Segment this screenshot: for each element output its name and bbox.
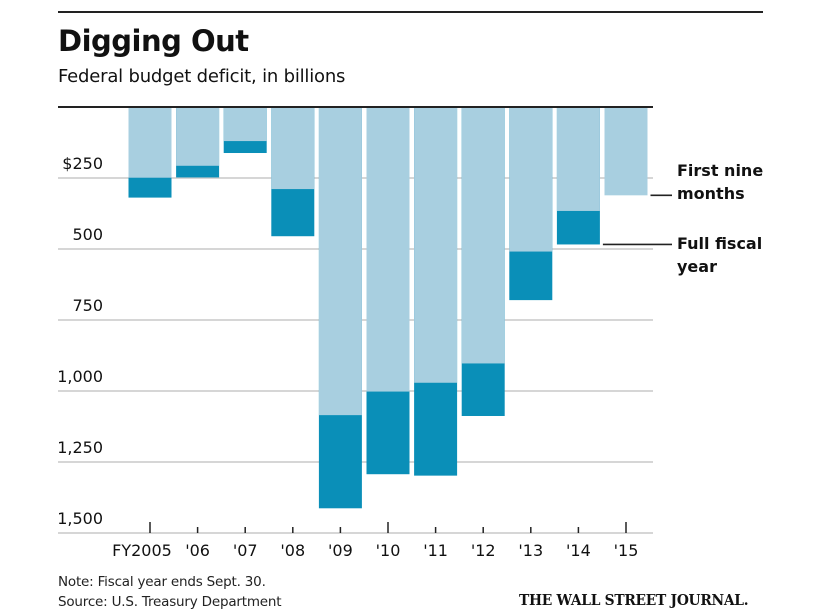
bar-first-nine-months [271,107,315,190]
x-tick-label: '06 [185,541,210,560]
axes [58,106,653,534]
y-tick-labels: $250 500 750 1,000 1,250 1,500 [57,154,103,528]
bar-first-nine-months [128,107,172,178]
publisher-logo: THE WALL STREET JOURNAL. [519,591,749,609]
legend: First nine months Full fiscal year [602,161,763,276]
legend-label-full-fiscal-year: year [677,257,717,276]
y-tick-label: 750 [72,296,103,315]
bar-first-nine-months [223,107,267,142]
legend-label-first-nine-months: months [677,184,745,203]
note-text: Note: Fiscal year ends Sept. 30. [58,574,266,590]
bar-first-nine-months [556,107,600,211]
x-tick-label: '08 [280,541,305,560]
source-text: Source: U.S. Treasury Department [58,594,282,610]
x-tick-label: '07 [233,541,258,560]
x-tick-labels: FY2005 '06 '07 '08 '09 '10 '11 '12 '13 '14 '15 [112,522,638,560]
y-tick-label: 1,500 [57,509,103,528]
bar-first-nine-months [366,107,410,392]
x-tick-label: '09 [328,541,353,560]
y-tick-label: 1,000 [57,367,103,386]
y-tick-label: 500 [72,225,103,244]
bars [128,107,648,509]
chart-subtitle: Federal budget deficit, in billions [58,66,346,87]
bar-first-nine-months [414,107,458,383]
legend-label-first-nine-months: First nine [677,161,763,180]
y-tick-label: $250 [62,154,103,173]
legend-label-full-fiscal-year: Full fiscal [677,234,762,253]
bar-first-nine-months [176,107,220,166]
chart-title: Digging Out [58,24,249,58]
y-tick-label: 1,250 [57,438,103,457]
x-tick-label: '14 [566,541,591,560]
bar-first-nine-months [604,107,648,196]
bar-first-nine-months [318,107,362,416]
x-tick-label: FY2005 [112,541,172,560]
bar-first-nine-months [509,107,553,252]
x-tick-label: '13 [518,541,543,560]
x-tick-label: '15 [614,541,639,560]
x-tick-label: '12 [471,541,496,560]
x-tick-label: '11 [423,541,448,560]
footnote: Note: Fiscal year ends Sept. 30. Source:… [58,572,282,612]
x-tick-label: '10 [376,541,401,560]
bar-first-nine-months [461,107,505,364]
top-rule [58,11,763,13]
